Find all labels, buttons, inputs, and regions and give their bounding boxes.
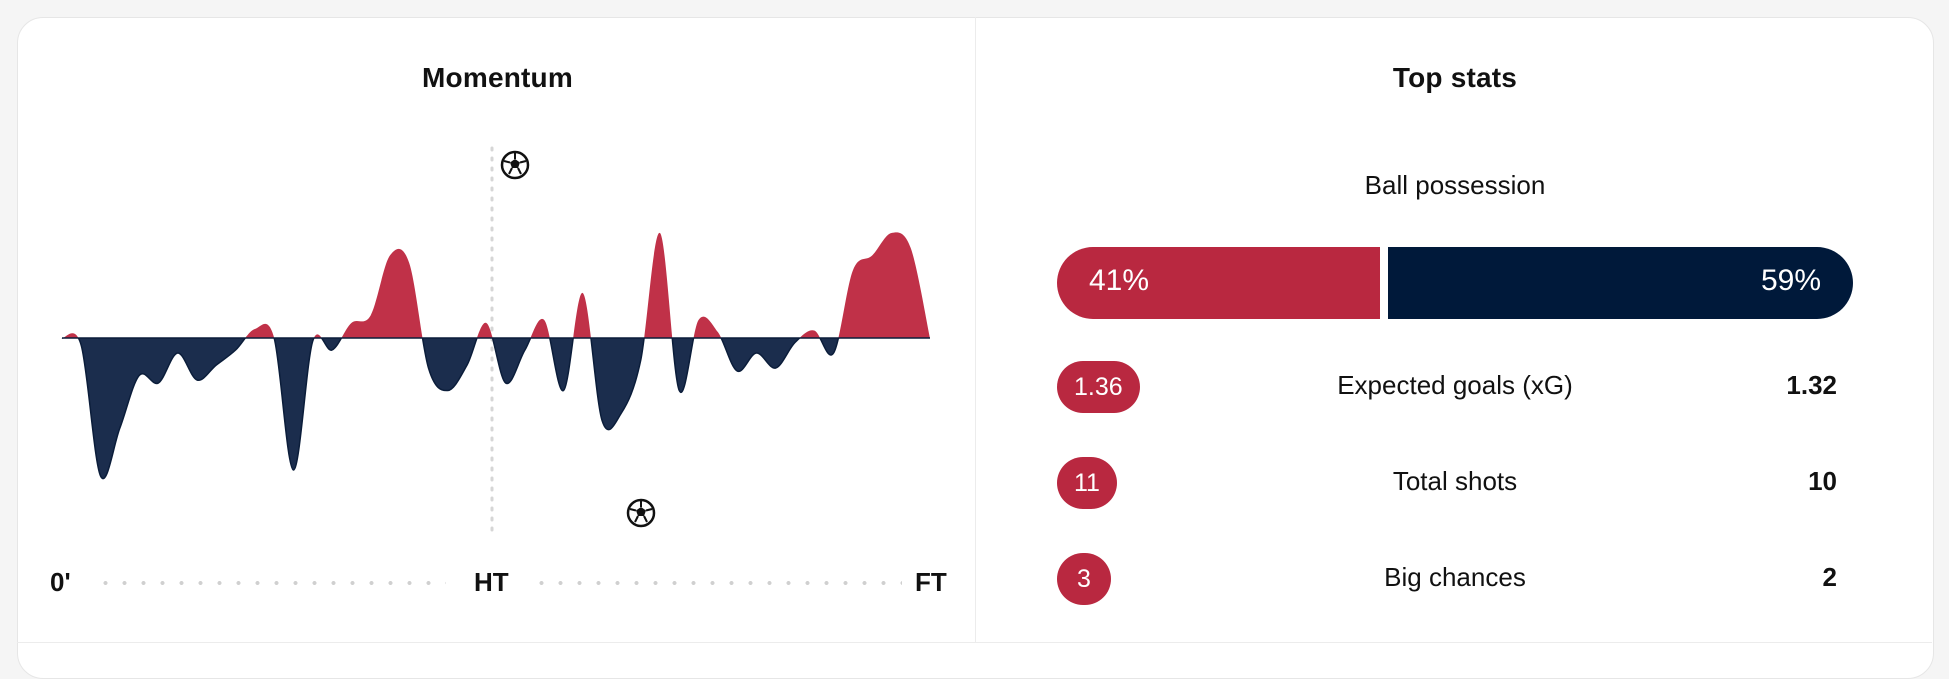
soccer-ball-icon[interactable] <box>626 498 656 528</box>
axis-label-fulltime: FT <box>915 567 947 597</box>
axis-dots-second-half <box>532 581 902 585</box>
momentum-away-area <box>62 338 930 479</box>
big-chances-label: Big chances <box>1384 562 1526 592</box>
total-shots-home-badge: 11 <box>1057 457 1117 509</box>
momentum-title: Momentum <box>422 62 573 93</box>
total-shots-label: Total shots <box>1392 466 1518 496</box>
possession-label: Ball possession <box>1364 170 1546 200</box>
xg-label: Expected goals (xG) <box>1337 370 1573 400</box>
axis-label-halftime: HT <box>474 567 509 597</box>
total-shots-away-value: 10 <box>1808 466 1837 496</box>
xg-away-value: 1.32 <box>1786 370 1837 400</box>
momentum-away-outline <box>61 338 930 480</box>
top-stats-title: Top stats <box>1392 62 1518 93</box>
possession-bar-home: 41% <box>1057 247 1380 319</box>
axis-label-start: 0' <box>50 567 71 597</box>
momentum-chart <box>61 146 930 537</box>
possession-away-value: 59% <box>1760 264 1821 297</box>
bottom-divider <box>17 642 1932 643</box>
big-chances-away-value: 2 <box>1822 562 1837 592</box>
xg-home-badge: 1.36 <box>1057 361 1140 413</box>
axis-dots-first-half <box>96 581 446 585</box>
soccer-ball-icon[interactable] <box>500 150 530 180</box>
possession-home-value: 41% <box>1089 264 1150 297</box>
momentum-home-area <box>62 232 930 338</box>
big-chances-home-badge: 3 <box>1057 553 1111 605</box>
column-divider <box>975 17 976 642</box>
possession-bar-away: 59% <box>1388 247 1853 319</box>
